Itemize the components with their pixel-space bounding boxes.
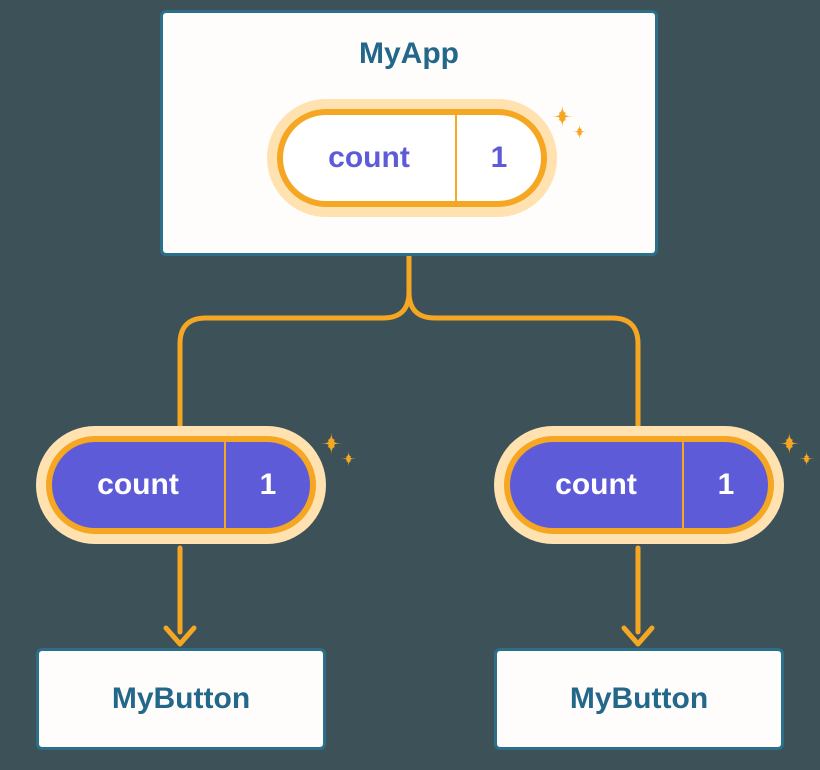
sparkle-icon (774, 430, 820, 476)
state-pill-root: count 1 (277, 109, 547, 207)
child-box-label: MyButton (570, 682, 708, 716)
child-box-0: MyButton (36, 648, 326, 750)
sparkle-icon (316, 430, 362, 476)
pill-label: count (510, 442, 684, 528)
child-box-label: MyButton (112, 682, 250, 716)
pill-value: 1 (226, 442, 310, 528)
diagram-canvas: MyApp count 1 count 1 MyButton count 1 M… (0, 0, 820, 770)
pill-value: 1 (457, 115, 541, 201)
sparkle-icon (547, 103, 593, 149)
state-pill-child-1: count 1 (504, 436, 774, 534)
pill-label: count (283, 115, 457, 201)
root-box: MyApp count 1 (160, 10, 658, 256)
pill-label: count (52, 442, 226, 528)
state-pill-child-0: count 1 (46, 436, 316, 534)
child-box-1: MyButton (494, 648, 784, 750)
pill-value: 1 (684, 442, 768, 528)
root-title: MyApp (163, 37, 655, 71)
